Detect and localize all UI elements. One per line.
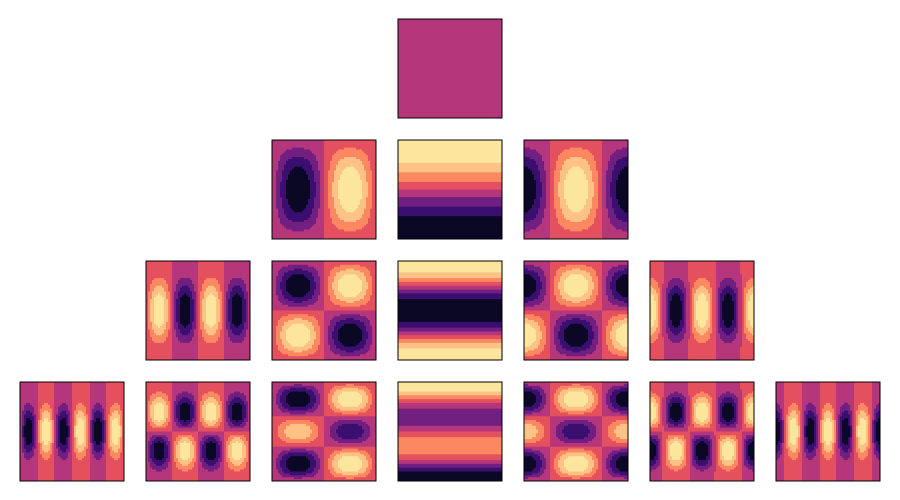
harmonic-panel-l0-m0	[398, 19, 502, 118]
